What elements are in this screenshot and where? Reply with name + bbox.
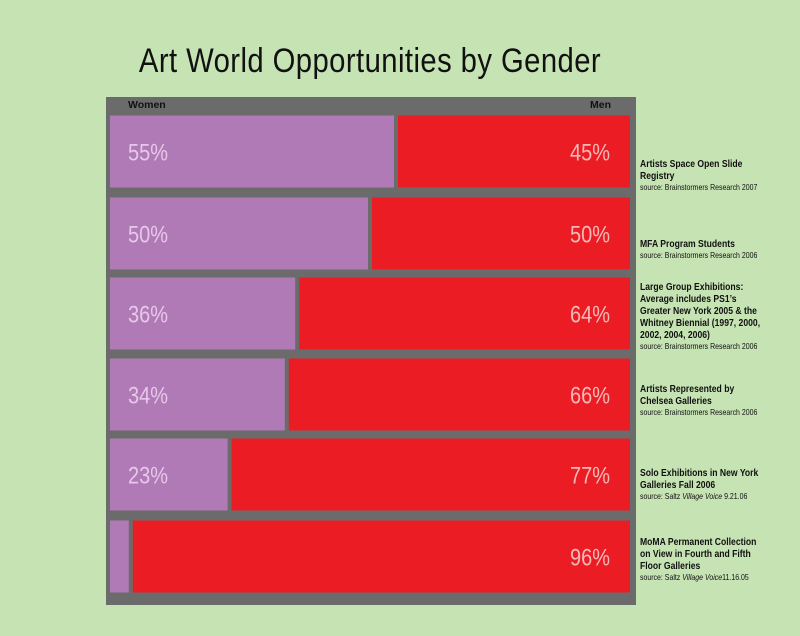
category-text-4: Solo Exhibitions in New York Galleries F… bbox=[640, 467, 759, 491]
category-text-1: MFA Program Students bbox=[640, 238, 735, 250]
label-men-5: 96% bbox=[570, 545, 610, 572]
bar-women-4 bbox=[110, 438, 228, 511]
label-women-4: 23% bbox=[128, 463, 168, 490]
chart-title: Art World Opportunities by Gender bbox=[138, 42, 602, 80]
category-label-3: Artists Represented by Chelsea Galleries… bbox=[640, 383, 767, 417]
category-text-2: Large Group Exhibitions: Average include… bbox=[640, 281, 761, 341]
bar-men-2 bbox=[299, 277, 630, 350]
category-source-4: source: Saltz Village Voice 9.21.06 bbox=[640, 491, 748, 501]
label-men-2: 64% bbox=[570, 302, 610, 329]
bar-women-0 bbox=[110, 115, 394, 188]
bars-group: 55% 45% 50% 50% 36% 64% 34% 66% 23% 77% 96% bbox=[110, 115, 631, 593]
label-men-1: 50% bbox=[570, 222, 610, 249]
label-women-1: 50% bbox=[128, 222, 168, 249]
label-women-3: 34% bbox=[128, 383, 168, 410]
category-label-0: Artists Space Open Slide Registry source:… bbox=[640, 158, 767, 192]
bar-men-0 bbox=[398, 115, 630, 188]
label-women-0: 55% bbox=[128, 140, 168, 167]
legend-women: Women bbox=[128, 99, 166, 111]
category-text-0: Artists Space Open Slide Registry bbox=[640, 158, 743, 182]
bar-women-2 bbox=[110, 277, 296, 350]
bar-men-4 bbox=[231, 438, 630, 511]
label-men-0: 45% bbox=[570, 140, 610, 167]
category-text-5: MoMA Permanent Collection on View in Fou… bbox=[640, 536, 757, 572]
label-men-3: 66% bbox=[570, 383, 610, 410]
category-source-2: source: Brainstormers Research 2006 bbox=[640, 341, 758, 351]
bar-men-5 bbox=[132, 520, 631, 593]
category-source-0: source: Brainstormers Research 2007 bbox=[640, 182, 758, 192]
category-source-1: source: Brainstormers Research 2006 bbox=[640, 250, 758, 260]
category-source-3: source: Brainstormers Research 2006 bbox=[640, 407, 758, 417]
bar-women-1 bbox=[110, 197, 368, 270]
bar-men-1 bbox=[372, 197, 630, 270]
legend-men: Men bbox=[590, 99, 611, 111]
category-label-5: MoMA Permanent Collection on View in Fou… bbox=[640, 536, 767, 582]
label-men-4: 77% bbox=[570, 463, 610, 490]
category-source-5: source: Saltz Village Voice11.16.05 bbox=[640, 572, 749, 582]
category-label-1: MFA Program Students source: Brainstormer… bbox=[640, 238, 767, 260]
label-women-2: 36% bbox=[128, 302, 168, 329]
category-label-4: Solo Exhibitions in New York Galleries F… bbox=[640, 467, 767, 501]
category-text-3: Artists Represented by Chelsea Galleries bbox=[640, 383, 735, 407]
bar-men-3 bbox=[288, 358, 630, 431]
bar-women-3 bbox=[110, 358, 285, 431]
bar-women-5 bbox=[110, 520, 129, 593]
category-label-2: Large Group Exhibitions: Average include… bbox=[640, 281, 767, 351]
